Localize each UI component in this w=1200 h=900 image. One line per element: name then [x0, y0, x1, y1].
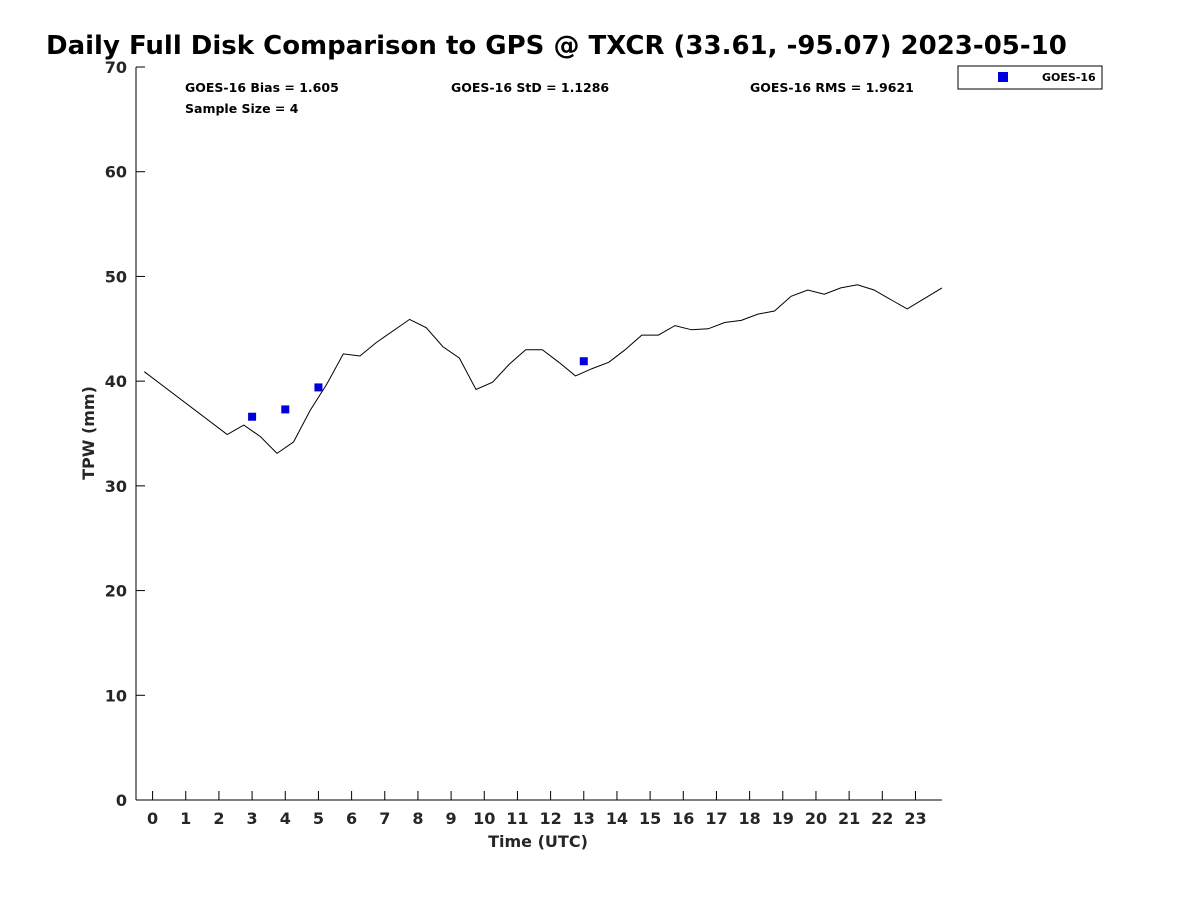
x-tick-label: 9	[446, 809, 457, 828]
goes16-point	[248, 412, 257, 421]
x-tick-label: 8	[412, 809, 423, 828]
y-tick-label: 70	[105, 58, 127, 77]
goes16-point	[579, 357, 588, 366]
x-tick-label: 11	[506, 809, 528, 828]
y-tick-label: 50	[105, 267, 127, 286]
legend-label-goes16: GOES-16	[1042, 71, 1096, 84]
gps-series-line	[143, 284, 943, 455]
stat-sample-size: Sample Size = 4	[185, 101, 299, 116]
legend: GOES-16	[957, 65, 1103, 90]
stat-bias: GOES-16 Bias = 1.605	[185, 80, 339, 95]
x-axis-label: Time (UTC)	[488, 832, 588, 851]
goes16-markers	[248, 357, 588, 421]
x-tick-label: 10	[473, 809, 495, 828]
x-tick-label: 7	[379, 809, 390, 828]
y-tick-label: 30	[105, 477, 127, 496]
y-ticks: 0 10 20 30 40 50 60 70	[105, 58, 145, 810]
x-tick-label: 16	[672, 809, 694, 828]
x-tick-label: 1	[180, 809, 191, 828]
goes16-point	[314, 383, 323, 392]
y-tick-label: 60	[105, 163, 127, 182]
x-tick-label: 19	[772, 809, 794, 828]
y-tick-label: 40	[105, 372, 127, 391]
y-tick-label: 0	[116, 791, 127, 810]
x-tick-label: 17	[705, 809, 727, 828]
x-tick-label: 23	[904, 809, 926, 828]
goes16-point	[281, 405, 290, 414]
stat-rms: GOES-16 RMS = 1.9621	[750, 80, 914, 95]
x-tick-label: 12	[539, 809, 561, 828]
x-tick-label: 20	[805, 809, 827, 828]
x-ticks: 0 1 2 3 4 5 6 7 8 9 10 11 12 13 14 15 16 17 18 19 20 21 22 23	[147, 791, 927, 828]
chart-title: Daily Full Disk Comparison to GPS @ TXCR…	[46, 31, 1067, 61]
x-tick-label: 3	[247, 809, 258, 828]
legend-box	[957, 65, 1103, 90]
x-tick-label: 2	[213, 809, 224, 828]
x-tick-label: 15	[639, 809, 661, 828]
y-tick-label: 10	[105, 686, 127, 705]
y-tick-label: 20	[105, 582, 127, 601]
x-tick-label: 4	[280, 809, 291, 828]
x-tick-label: 5	[313, 809, 324, 828]
x-tick-label: 13	[573, 809, 595, 828]
x-tick-label: 0	[147, 809, 158, 828]
x-tick-label: 14	[606, 809, 628, 828]
legend-marker-goes16	[998, 72, 1008, 82]
stat-std: GOES-16 StD = 1.1286	[451, 80, 609, 95]
x-tick-label: 6	[346, 809, 357, 828]
x-tick-label: 21	[838, 809, 860, 828]
y-axis-label: TPW (mm)	[79, 386, 98, 480]
x-tick-label: 22	[871, 809, 893, 828]
x-tick-label: 18	[738, 809, 760, 828]
